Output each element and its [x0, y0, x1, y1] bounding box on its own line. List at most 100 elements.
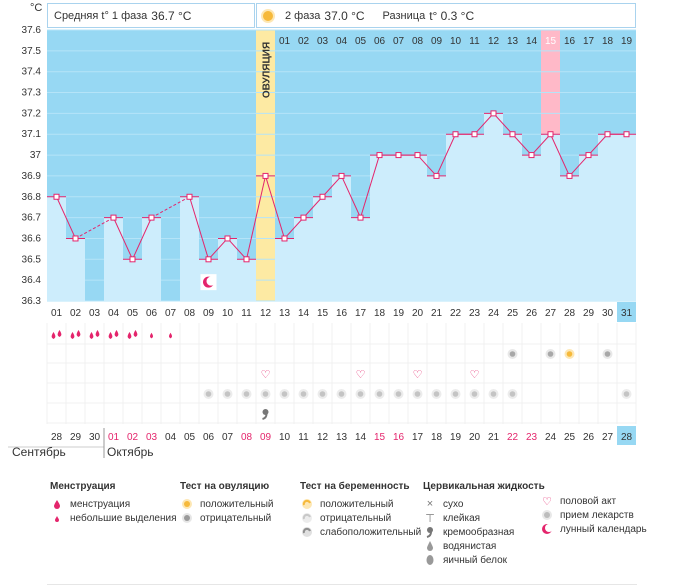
cycle-day-label: 10 [222, 308, 234, 319]
top-day-number: 06 [374, 36, 386, 47]
temperature-line [113, 217, 133, 260]
date-label: 09 [260, 432, 272, 443]
highlight-last-day [617, 302, 636, 322]
pill-icon-inner [471, 391, 478, 397]
menstruation-drop-icon [89, 332, 94, 339]
temperature-line [189, 196, 209, 260]
cycle-day-label: 01 [51, 308, 63, 319]
legend-item-menstruation: менструация [70, 498, 131, 510]
phase1-summary: Средняя t° 1 фаза 36.7 °C [47, 3, 255, 28]
date-label: 25 [564, 432, 576, 443]
temperature-line [265, 175, 285, 239]
y-tick-label: 37 [30, 150, 42, 161]
temperature-bar [142, 217, 161, 301]
top-day-number: 16 [564, 36, 576, 47]
cycle-day-label: 03 [89, 308, 101, 319]
menstruation-drop-icon [51, 332, 56, 339]
date-label: 01 [108, 432, 120, 443]
date-label: 13 [336, 432, 348, 443]
legend-item-ovulation-positive: положительный [200, 498, 274, 510]
watery-icon [423, 540, 437, 552]
cycle-day-label: 18 [374, 308, 386, 319]
date-label: 15 [374, 432, 386, 443]
top-day-number: 04 [336, 36, 348, 47]
temperature-bar [351, 217, 370, 301]
cycle-day-label: 13 [279, 308, 291, 319]
cycle-day-label: 19 [393, 308, 405, 319]
date-label: 08 [241, 432, 253, 443]
pill-icon-inner [319, 391, 326, 397]
blood-drops-icon [50, 499, 64, 509]
cycle-day-label: 27 [545, 308, 557, 319]
y-tick-label: 37.3 [22, 88, 42, 99]
temperature-line [436, 134, 456, 177]
temperature-point [243, 256, 250, 263]
heart-icon: ♡ [356, 369, 366, 381]
date-label: 05 [184, 432, 196, 443]
temperature-point [72, 235, 79, 242]
legend-item-sticky: клейкая [443, 512, 481, 524]
temperature-line [322, 175, 342, 198]
y-tick-label: 37.4 [22, 67, 42, 78]
date-label: 28 [51, 432, 63, 443]
date-label: 28 [621, 432, 633, 443]
date-label: 29 [70, 432, 82, 443]
legend-mucus: Цервикальная жидкость × сухо ⊤ клейкая кре… [423, 481, 545, 567]
phase1-value: 36.7 °C [151, 8, 192, 23]
creamy-mucus-icon [262, 409, 269, 415]
dry-icon: × [426, 498, 434, 510]
menstruation-drop-icon [70, 332, 75, 339]
date-label: 26 [583, 432, 595, 443]
date-label: 16 [393, 432, 405, 443]
temperature-bar [275, 238, 294, 301]
temperature-line-gap [75, 217, 114, 239]
cycle-day-label: 22 [450, 308, 462, 319]
temperature-point [319, 193, 326, 200]
cycle-day-label: 04 [108, 308, 120, 319]
spotting-drop-icon [169, 332, 172, 339]
temperature-bar [541, 134, 560, 301]
pill-icon-inner [262, 391, 269, 397]
cycle-day-label: 28 [564, 308, 576, 319]
date-label: 20 [469, 432, 481, 443]
cycle-day-label: 14 [298, 308, 310, 319]
pill-icon-inner [395, 391, 402, 397]
date-label: 21 [488, 432, 500, 443]
date-label: 12 [317, 432, 329, 443]
temperature-point [585, 152, 592, 159]
temperature-line [569, 154, 589, 177]
pill-icon-inner [452, 391, 459, 397]
top-day-number: 14 [526, 36, 538, 47]
temperature-line [56, 196, 76, 239]
sun-icon [261, 8, 275, 23]
pill-icon-inner [300, 391, 307, 397]
pill-icon-inner [281, 391, 288, 397]
pregnancy-test-negative-icon-inner [604, 351, 611, 357]
date-label: 22 [507, 432, 519, 443]
temperature-point [414, 152, 421, 159]
temperature-point [623, 131, 630, 138]
highlight-day-column [541, 30, 560, 135]
temperature-point [224, 235, 231, 242]
pregnancy-test-negative-icon-inner [509, 351, 516, 357]
legend-pregnancy-title: Тест на беременность [300, 481, 410, 492]
bbt-chart: 01 02 03 04 05 06 07 08 09 10 11 12 13 14 15 16 17 18 19 36… [8, 2, 637, 458]
pill-icon-inner [376, 391, 383, 397]
temperature-point [129, 256, 136, 263]
pill-icon-inner [205, 391, 212, 397]
temperature-line [550, 134, 570, 177]
y-tick-label: 37.6 [22, 25, 42, 36]
phase1-label: Средняя t° 1 фаза [54, 9, 148, 22]
pregnancy-test-positive-icon [300, 498, 314, 510]
legend-menstruation-title: Менструация [50, 481, 116, 492]
date-label: 03 [146, 432, 158, 443]
legend-item-dry: сухо [443, 498, 464, 510]
temperature-bar [503, 134, 522, 301]
phase2-value: 37.0 °C [324, 8, 365, 23]
spotting-drop-icon [150, 332, 153, 339]
date-label: 02 [127, 432, 139, 443]
top-day-number: 10 [450, 36, 462, 47]
cycle-day-label: 20 [412, 308, 424, 319]
temperature-bar [332, 175, 351, 301]
temperature-bar [47, 196, 66, 301]
